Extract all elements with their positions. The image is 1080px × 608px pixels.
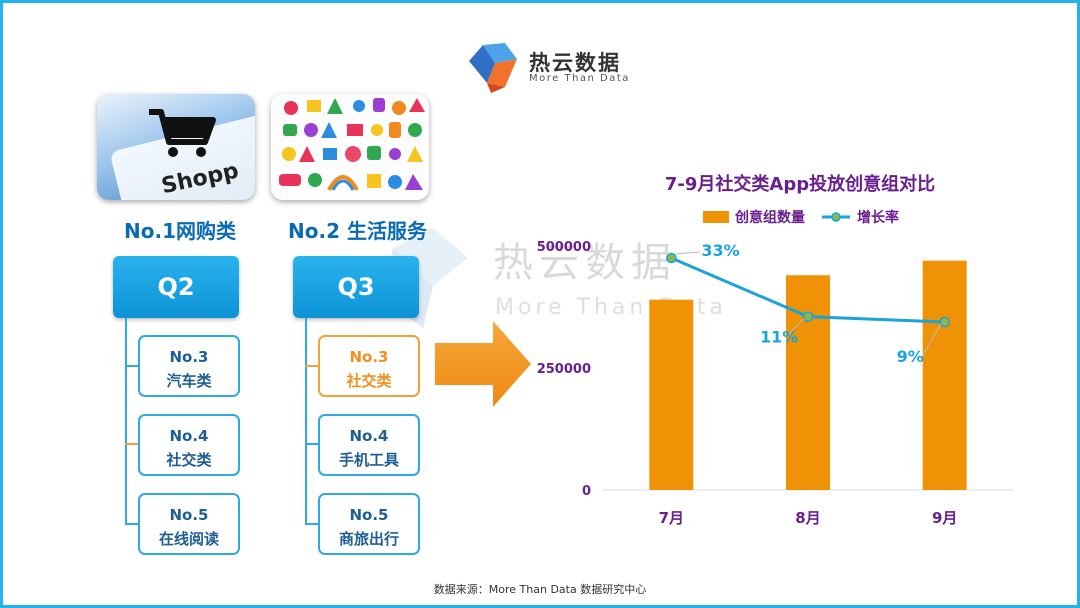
item-rank: No.4 <box>169 427 209 445</box>
lifestyle-icons-image <box>271 94 429 200</box>
logo-cube-icon <box>469 43 517 93</box>
shopping-cart-icon <box>149 109 216 157</box>
data-label: 11% <box>760 328 798 347</box>
y-tick-label: 500000 <box>537 240 591 255</box>
bar <box>922 260 967 490</box>
line-point <box>802 311 814 322</box>
legend-line-swatch <box>822 212 850 222</box>
item-name: 社交类 <box>166 451 212 469</box>
legend-label-bars: 创意组数量 <box>735 210 805 226</box>
tree-connector <box>125 318 127 524</box>
bar <box>786 275 830 490</box>
item-name: 在线阅读 <box>158 530 219 548</box>
item-rank: No.4 <box>349 427 389 445</box>
logo-tagline: More Than Data <box>529 73 630 84</box>
item-name: 汽车类 <box>166 372 212 390</box>
line-point <box>939 316 950 328</box>
data-label-leader <box>785 318 805 338</box>
shopping-image: Shopp <box>97 94 255 200</box>
watermark-name: 热云数据 <box>493 240 677 286</box>
line-point <box>666 252 677 264</box>
item-rank: No.5 <box>349 506 389 524</box>
chart-legend: 创意组数量 增长率 <box>703 207 899 227</box>
bar <box>649 299 694 490</box>
list-item-highlighted: No.3 社交类 <box>318 335 420 397</box>
category-title-1: No.1网购类 <box>124 219 236 243</box>
data-label-leader <box>922 323 942 357</box>
quarter-box-q2: Q2 <box>113 256 239 318</box>
y-tick-label: 0 <box>582 484 591 499</box>
list-item: No.3 汽车类 <box>138 335 240 397</box>
list-item: No.4 社交类 <box>138 414 240 476</box>
logo-name: 热云数据 <box>529 51 621 75</box>
x-tick-label: 8月 <box>795 509 820 527</box>
brand-logo: 热云数据 More Than Data <box>465 41 635 95</box>
x-tick-label: 7月 <box>659 509 684 527</box>
right-arrow-icon <box>435 321 531 407</box>
item-name: 商旅出行 <box>338 530 399 548</box>
item-rank: No.5 <box>169 506 209 524</box>
list-item: No.4 手机工具 <box>318 414 420 476</box>
item-rank: No.3 <box>349 348 389 366</box>
tree-connector <box>305 318 307 524</box>
data-label: 33% <box>701 241 739 260</box>
bar-line-chart: 0 250000 500000 7月 8月 9月 33% 11% 9% <box>537 240 1013 527</box>
y-tick-label: 250000 <box>537 362 591 377</box>
quarter-box-q3: Q3 <box>293 256 419 318</box>
data-source: 数据来源：More Than Data 数据研究中心 <box>433 583 647 596</box>
item-rank: No.3 <box>169 348 209 366</box>
data-label-leader <box>675 251 700 255</box>
list-item: No.5 商旅出行 <box>318 493 420 555</box>
list-item: No.5 在线阅读 <box>138 493 240 555</box>
item-name: 社交类 <box>346 372 392 390</box>
legend-bar-swatch <box>703 211 729 223</box>
item-name: 手机工具 <box>338 451 399 469</box>
legend-label-line: 增长率 <box>857 210 899 226</box>
x-tick-label: 9月 <box>932 509 957 527</box>
data-label: 9% <box>897 347 924 366</box>
chart-title: 7-9月社交类App投放创意组对比 <box>664 174 936 195</box>
category-title-2: No.2 生活服务 <box>288 219 427 243</box>
